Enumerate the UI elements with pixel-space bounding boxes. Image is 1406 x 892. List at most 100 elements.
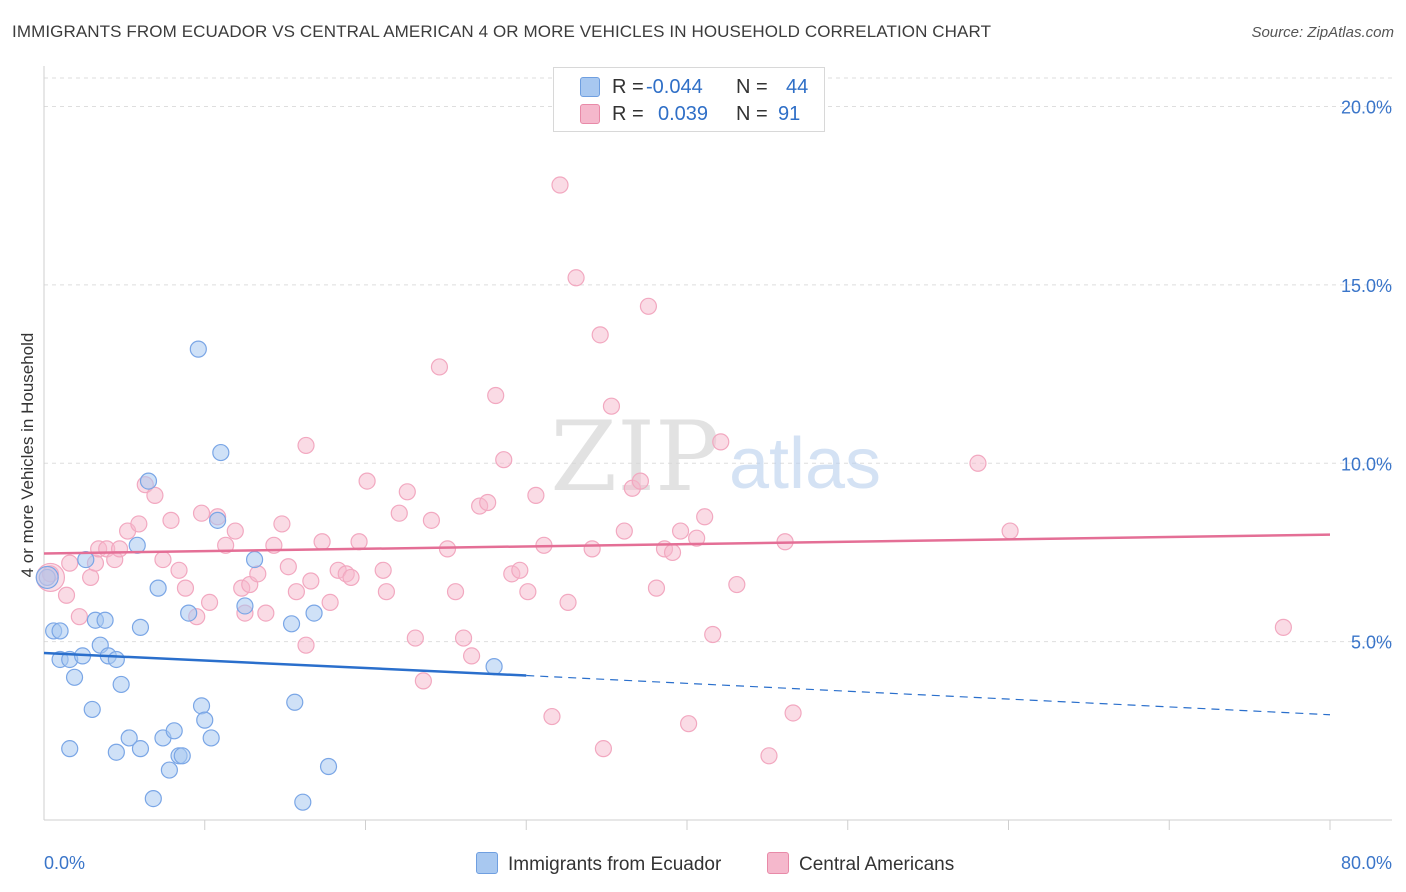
- point-ecuador: [96, 611, 114, 629]
- trend-lines: [43, 533, 1331, 716]
- point-central-americans: [70, 608, 88, 626]
- point-central-americans: [567, 269, 585, 287]
- point-central-americans: [297, 436, 315, 455]
- point-ecuador: [149, 579, 167, 597]
- r-label: R =: [612, 103, 644, 125]
- point-ecuador: [131, 618, 150, 636]
- point-central-americans: [696, 508, 714, 526]
- point-central-americans: [969, 454, 987, 472]
- point-central-americans: [430, 358, 449, 376]
- point-ecuador: [144, 789, 162, 808]
- point-central-americans: [170, 561, 188, 579]
- point-central-americans: [390, 504, 408, 522]
- point-central-americans: [162, 511, 180, 529]
- stats-box: R = -0.044 N = 44 R = 0.039 N = 91: [553, 67, 825, 132]
- n-value: 44: [786, 76, 809, 98]
- point-central-americans: [602, 397, 621, 415]
- point-central-americans: [398, 483, 416, 501]
- point-central-americans: [680, 715, 698, 733]
- point-ecuador: [107, 650, 125, 669]
- point-ecuador: [192, 697, 211, 715]
- point-ecuador: [112, 675, 130, 694]
- point-central-americans: [704, 625, 722, 644]
- trend-line-ecuador-extension: [526, 674, 1331, 716]
- point-central-americans: [543, 707, 561, 726]
- point-ecuador: [180, 604, 198, 622]
- point-central-americans: [57, 586, 76, 604]
- point-central-americans: [110, 540, 129, 558]
- point-central-americans: [406, 629, 424, 647]
- axes: [43, 66, 1392, 830]
- point-central-americans: [287, 583, 305, 601]
- point-central-americans: [1274, 618, 1292, 636]
- point-central-americans: [728, 575, 746, 594]
- point-central-americans: [192, 504, 211, 522]
- point-central-americans: [615, 522, 633, 540]
- point-ecuador: [120, 729, 138, 747]
- r-value: -0.044: [646, 76, 703, 98]
- x-tick-label: 0.0%: [44, 853, 85, 873]
- point-central-americans: [479, 493, 497, 512]
- stats-swatch-ecuador: [580, 77, 600, 97]
- source-credit: Source: ZipAtlas.com: [1251, 24, 1394, 41]
- point-central-americans: [688, 529, 706, 547]
- point-central-americans: [511, 561, 529, 579]
- point-central-americans: [302, 572, 320, 590]
- point-ecuador: [294, 793, 312, 811]
- point-ecuador: [51, 622, 69, 640]
- point-central-americans: [217, 536, 235, 554]
- point-central-americans: [82, 568, 100, 587]
- point-ecuador: [202, 729, 220, 747]
- point-ecuador: [286, 693, 304, 711]
- point-ecuador: [189, 340, 207, 358]
- legend-item-central-americans[interactable]: Central Americans: [767, 852, 954, 876]
- point-central-americans: [495, 451, 513, 469]
- point-central-americans: [273, 515, 291, 533]
- legend-swatch-central-americans: [767, 852, 789, 874]
- point-central-americans: [583, 540, 601, 558]
- y-tick-label: 20.0%: [1341, 98, 1392, 118]
- point-central-americans: [61, 554, 79, 572]
- point-central-americans: [313, 533, 331, 551]
- point-central-americans: [591, 326, 609, 344]
- x-tick-label: 80.0%: [1341, 853, 1392, 873]
- point-central-americans: [342, 568, 360, 587]
- point-ecuador: [173, 747, 191, 765]
- point-central-americans: [594, 740, 613, 758]
- point-ecuador: [209, 511, 227, 529]
- point-ecuador: [236, 597, 254, 615]
- point-ecuador: [38, 568, 56, 587]
- point-central-americans: [350, 533, 368, 551]
- n-value: 91: [778, 103, 801, 125]
- legend-label: Central Americans: [799, 854, 955, 875]
- point-central-americans: [1001, 522, 1019, 540]
- point-central-americans: [279, 558, 297, 576]
- point-ecuador: [83, 700, 101, 719]
- gridlines: [44, 77, 1392, 643]
- point-ecuador: [212, 443, 230, 462]
- point-ecuador: [282, 615, 301, 633]
- legend-label: Immigrants from Ecuador: [508, 854, 722, 875]
- point-ecuador: [196, 711, 214, 729]
- y-tick-label: 10.0%: [1341, 454, 1392, 474]
- point-central-americans: [639, 297, 658, 315]
- point-ecuador: [305, 604, 323, 622]
- point-ecuador-large: [35, 565, 59, 590]
- r-value: 0.039: [658, 103, 709, 125]
- stats-row-ecuador: R = -0.044 N = 44: [554, 74, 824, 100]
- point-central-americans: [446, 583, 465, 601]
- watermark-atlas: atlas: [729, 424, 881, 504]
- point-central-americans: [249, 565, 267, 583]
- point-ecuador: [245, 550, 264, 569]
- legend-swatch-ecuador: [476, 852, 498, 874]
- y-tick-label: 5.0%: [1351, 633, 1392, 653]
- point-central-americans: [321, 593, 339, 611]
- chart-title: IMMIGRANTS FROM ECUADOR VS CENTRAL AMERI…: [12, 22, 992, 41]
- point-central-americans: [257, 604, 275, 622]
- point-central-americans: [377, 583, 395, 601]
- point-central-americans: [760, 747, 778, 765]
- legend-item-ecuador[interactable]: Immigrants from Ecuador: [476, 852, 721, 876]
- point-ecuador: [61, 740, 79, 758]
- point-central-americans: [154, 550, 172, 569]
